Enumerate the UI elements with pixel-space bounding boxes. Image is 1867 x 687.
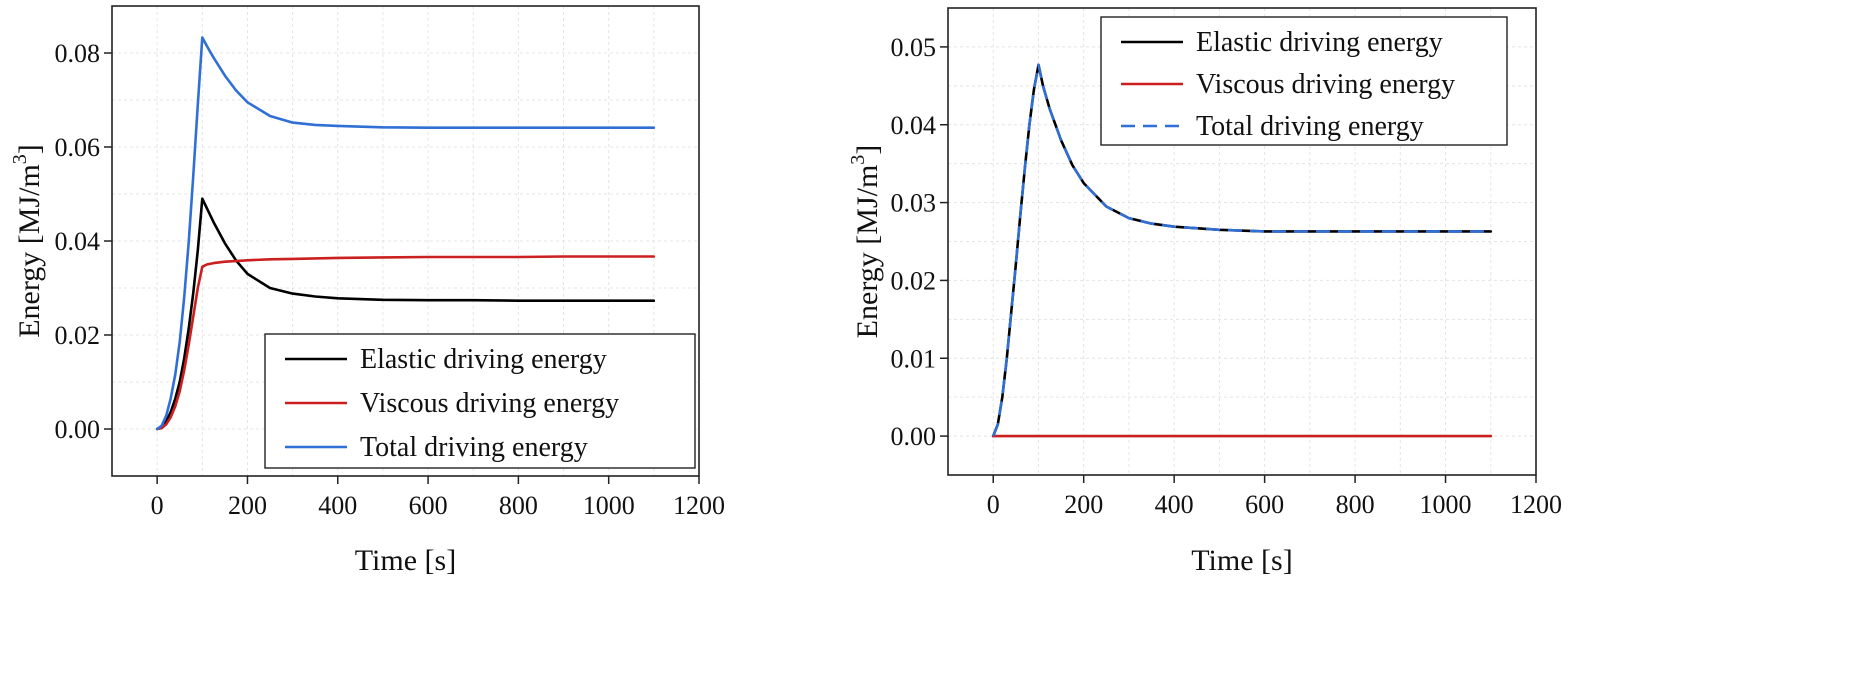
legend-label-elastic-driving-energy: Elastic driving energy: [360, 344, 607, 375]
x-tick-label: 400: [318, 491, 357, 520]
x-tick-label: 1200: [1510, 490, 1562, 519]
y-tick-label: 0.00: [55, 415, 101, 444]
legend-label-viscous-driving-energy: Viscous driving energy: [360, 388, 619, 419]
y-tick-label: 0.02: [891, 266, 937, 295]
x-axis-title: Time [s]: [1191, 544, 1292, 577]
left-chart: 0 200 400 600 800 1000 1200 0.00 0.02 0.04 0.06 0.0…: [9, 5, 726, 577]
axis-ticks: 0 200 400 600 800 1000 1200 0.00 0.02 0.04 0.06 0.0…: [55, 39, 726, 520]
plot-frame: [947, 7, 1537, 476]
series-lines: [155, 36, 656, 431]
series-line-total-driving-energy: [991, 63, 1491, 437]
legend-label-elastic-driving-energy: Elastic driving energy: [1196, 27, 1443, 58]
y-axis-title-main: Energy [MJ/m: [851, 165, 884, 339]
x-tick-label: 1000: [583, 491, 635, 520]
right-chart: 0 200 400 600 800 1000 1200 0.00 0.01 0.02 0.03 0.0…: [847, 7, 1563, 577]
x-tick-label: 0: [151, 491, 164, 520]
x-tick-label: 1200: [673, 491, 725, 520]
y-axis-title: Energy [MJ/m3]: [847, 145, 884, 339]
x-tick-label: 800: [499, 491, 538, 520]
y-axis-title: Energy [MJ/m3]: [9, 144, 46, 338]
x-tick-label: 600: [409, 491, 448, 520]
axis-ticks: 0 200 400 600 800 1000 1200 0.00 0.01 0.02 0.03 0.0…: [891, 33, 1563, 519]
legend-label-total-driving-energy: Total driving energy: [360, 432, 588, 463]
y-tick-label: 0.00: [891, 422, 937, 451]
series-lines: [991, 63, 1493, 438]
y-axis-title-sup: 3: [9, 154, 31, 164]
y-tick-label: 0.06: [55, 133, 101, 162]
y-tick-label: 0.05: [891, 33, 937, 62]
y-axis-title-main: Energy [MJ/m: [13, 164, 46, 338]
x-tick-label: 800: [1336, 490, 1375, 519]
series-line-total-driving-energy: [155, 36, 656, 431]
y-tick-label: 0.08: [55, 39, 101, 68]
y-tick-label: 0.02: [55, 321, 101, 350]
y-tick-label: 0.01: [891, 344, 937, 373]
x-tick-label: 200: [228, 491, 267, 520]
x-tick-label: 0: [987, 490, 1000, 519]
legend-box: [1100, 16, 1508, 146]
x-tick-label: 400: [1155, 490, 1194, 519]
legend-label-viscous-driving-energy: Viscous driving energy: [1196, 69, 1455, 100]
legend-box: [264, 333, 696, 469]
legend: Elastic driving energy Viscous driving en…: [264, 333, 696, 469]
x-axis-title: Time [s]: [355, 544, 456, 577]
y-axis-title-end: ]: [13, 144, 46, 154]
series-line-elastic-driving-energy: [155, 197, 656, 431]
y-axis-title-sup: 3: [847, 155, 869, 165]
series-line-viscous-driving-energy: [155, 255, 656, 431]
x-tick-label: 600: [1245, 490, 1284, 519]
y-tick-label: 0.03: [891, 189, 937, 218]
y-tick-label: 0.04: [891, 111, 937, 140]
x-tick-label: 1000: [1420, 490, 1472, 519]
legend: Elastic driving energy Viscous driving en…: [1100, 16, 1508, 146]
legend-label-total-driving-energy: Total driving energy: [1196, 111, 1424, 142]
y-tick-label: 0.04: [55, 227, 101, 256]
x-tick-label: 200: [1064, 490, 1103, 519]
y-axis-title-end: ]: [851, 145, 884, 155]
